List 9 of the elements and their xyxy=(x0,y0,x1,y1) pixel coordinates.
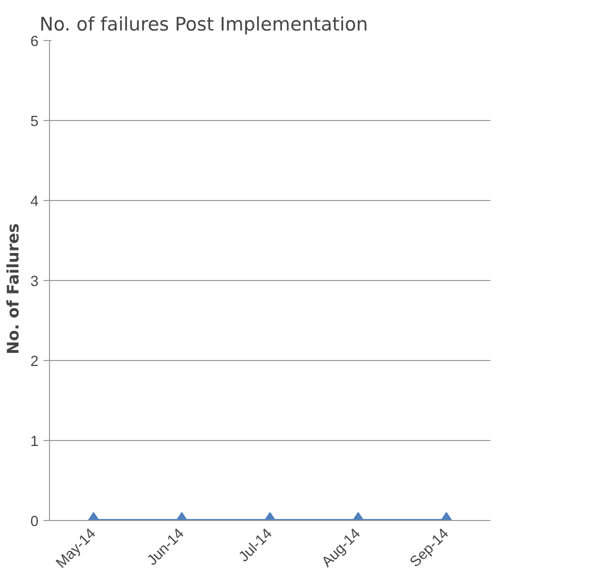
y-tick-label: 5 xyxy=(30,114,39,130)
y-axis-title: No. of Failures xyxy=(3,223,22,354)
chart-title: No. of failures Post Implementation xyxy=(40,14,368,36)
y-tick-label: 1 xyxy=(30,434,39,450)
y-tick-label: 0 xyxy=(30,514,39,530)
y-tick-label: 4 xyxy=(30,194,39,210)
y-tick-label: 6 xyxy=(30,34,39,50)
y-tick-label: 3 xyxy=(30,274,39,290)
y-tick-label: 2 xyxy=(30,354,39,370)
